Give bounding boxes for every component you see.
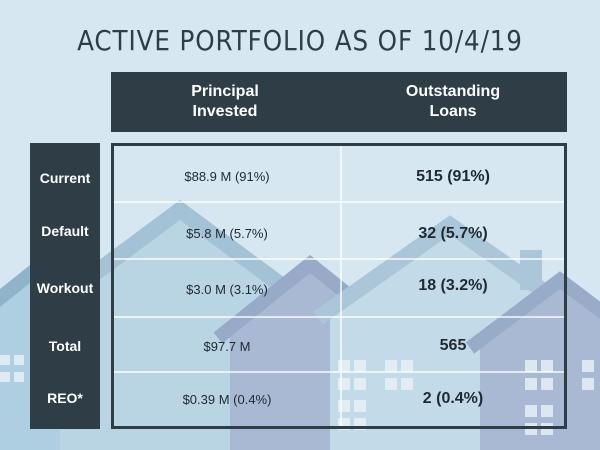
row-label-workout: Workout [36,280,94,296]
cell-total-principal: $97.7 M [203,339,251,354]
row-label-default: Default [41,223,89,239]
row-divider [114,316,564,318]
row-label-current: Current [39,170,91,186]
row-divider [114,201,564,203]
cell-reo-principal: $0.39 M (0.4%) [182,392,272,407]
column-header-principal-invested: Principal Invested [191,83,259,120]
row-divider [114,258,564,260]
row-divider [114,371,564,373]
cell-default-principal: $5.8 M (5.7%) [186,226,268,241]
column-header-outstanding-loans: Outstanding Loans [405,83,501,120]
portfolio-table: $88.9 M (91%) 515 (91%) $5.8 M (5.7%) 32… [111,143,567,429]
cell-current-loans: 515 (91%) [416,168,490,185]
row-label-column: Current Default Workout Total REO* [30,143,100,429]
cell-workout-principal: $3.0 M (3.1%) [186,282,268,297]
column-header-bar: Principal Invested Outstanding Loans [111,72,567,132]
page-title: ACTIVE PORTFOLIO AS OF 10/4/19 [77,24,523,57]
column-divider [340,146,342,426]
cell-default-loans: 32 (5.7%) [418,225,488,242]
row-label-total: Total [48,338,82,354]
row-label-reo: REO* [47,390,83,406]
cell-reo-loans: 2 (0.4%) [422,390,484,407]
cell-workout-loans: 18 (3.2%) [418,277,488,294]
cell-current-principal: $88.9 M (91%) [184,169,270,184]
cell-total-loans: 565 [439,337,467,354]
